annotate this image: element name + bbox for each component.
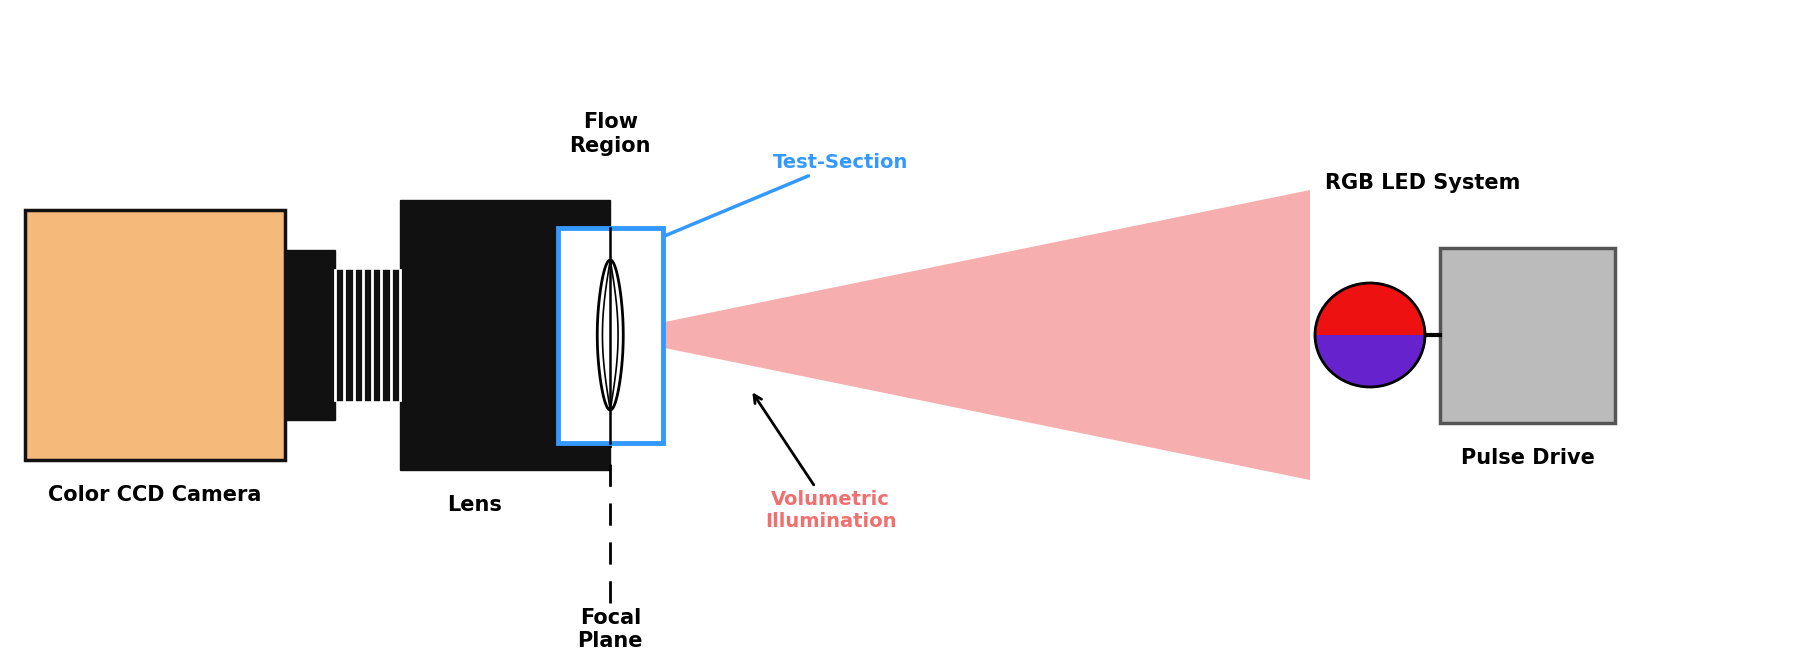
Bar (400, 200, 611, 470)
Text: Flow
Region: Flow Region (569, 112, 651, 156)
Bar (558, 227, 663, 442)
Text: Volumetric
Illumination: Volumetric Illumination (754, 395, 897, 531)
Text: Test-Section: Test-Section (640, 153, 908, 247)
Polygon shape (1316, 335, 1424, 387)
Bar (335, 270, 400, 400)
Text: Color CCD Camera: Color CCD Camera (49, 485, 261, 505)
Bar (1441, 247, 1614, 422)
Text: RGB LED System: RGB LED System (1325, 173, 1520, 193)
Bar (25, 210, 284, 460)
Bar (284, 250, 335, 420)
Polygon shape (598, 260, 623, 410)
Polygon shape (1316, 283, 1424, 335)
Text: Focal
Plane: Focal Plane (578, 608, 643, 650)
Text: Lens: Lens (448, 495, 502, 515)
Text: Pulse Drive: Pulse Drive (1460, 448, 1595, 467)
Polygon shape (622, 190, 1310, 480)
